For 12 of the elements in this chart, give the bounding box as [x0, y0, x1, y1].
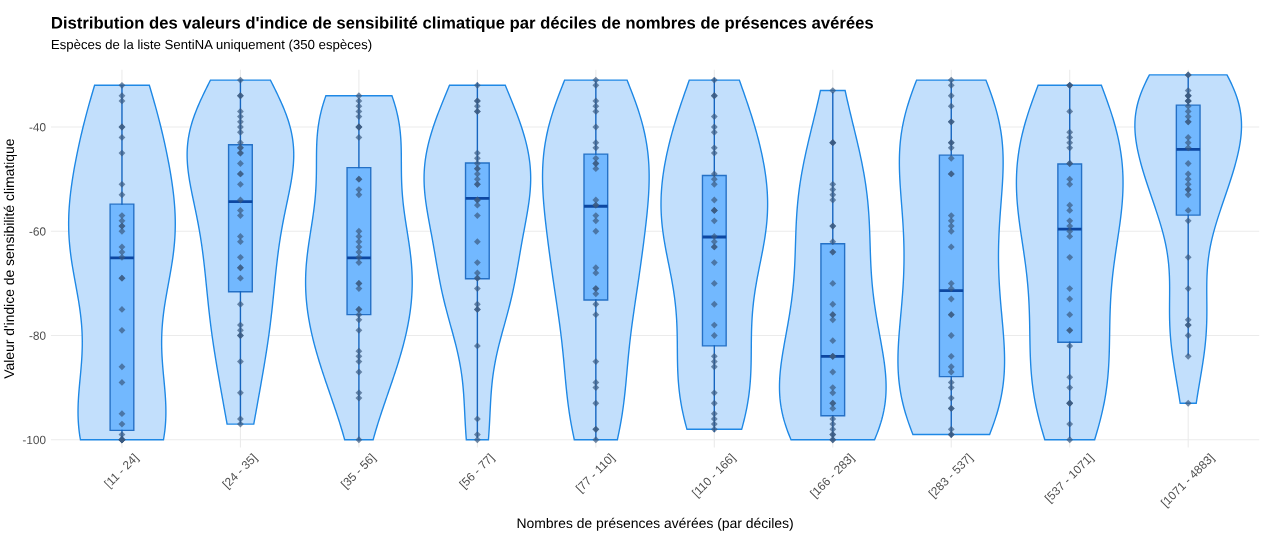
y-tick-label: -40 [29, 123, 46, 132]
x-tick-label: [35 - 56] [340, 453, 378, 491]
chart-subtitle: Espèces de la liste SentiNA uniquement (350 espèces) [51, 39, 372, 52]
x-tick-label: [56 - 77] [458, 453, 496, 491]
y-tick-label: -60 [29, 227, 46, 236]
x-tick-label: [11 - 24] [103, 453, 141, 490]
x-tick-label: [24 - 35] [221, 453, 260, 491]
y-tick-label: -100 [22, 435, 46, 445]
chart-title: Distribution des valeurs d'indice de sensibilité climatique par déciles de nombres de présences avérées [51, 16, 873, 32]
x-axis-title: Nombres de présences avérées (par déciles) [517, 517, 793, 531]
y-tick-label: -80 [29, 331, 46, 340]
y-axis-title: Valeur d'indice de sensibilité climatique [3, 139, 17, 379]
